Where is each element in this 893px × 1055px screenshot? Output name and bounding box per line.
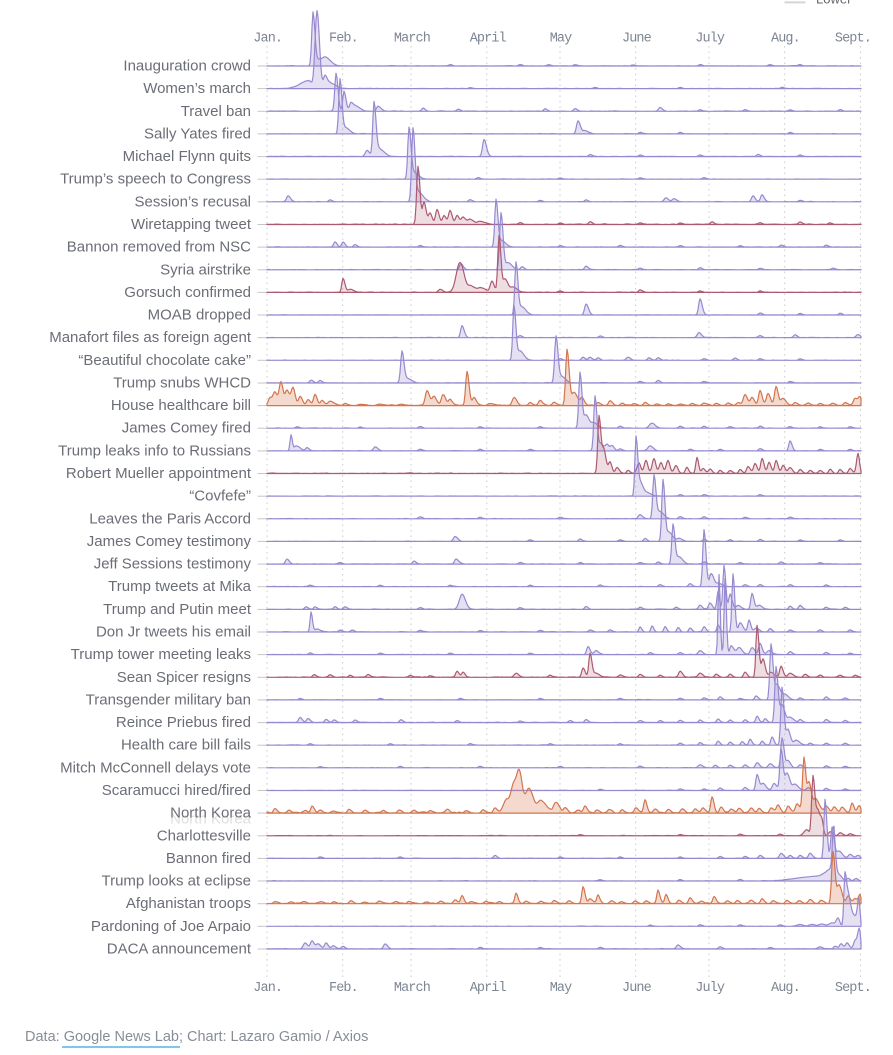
svg-text:Transgender military ban: Transgender military ban [86,691,251,708]
svg-text:Aug.: Aug. [771,32,800,47]
svg-text:March: March [394,981,430,996]
svg-text:Health care bill fails: Health care bill fails [121,737,251,754]
svg-text:North Korea: North Korea [170,805,252,822]
svg-text:Syria airstrike: Syria airstrike [160,261,251,278]
svg-text:Don Jr tweets his email: Don Jr tweets his email [96,624,251,641]
svg-text:Jan.: Jan. [253,981,282,996]
svg-text:Trump snubs WHCD: Trump snubs WHCD [113,375,251,392]
svg-text:June: June [622,32,652,47]
svg-text:Reince Priebus fired: Reince Priebus fired [116,714,251,731]
svg-text:July: July [695,981,725,996]
svg-text:Sept.: Sept. [835,981,871,996]
svg-text:Sally Yates fired: Sally Yates fired [144,125,251,142]
svg-text:Jeff Sessions testimony: Jeff Sessions testimony [94,556,252,573]
svg-text:May: May [550,981,572,996]
svg-text:March: March [394,32,430,47]
svg-text:Inauguration crowd: Inauguration crowd [123,58,251,75]
svg-text:Scaramucci hired/fired: Scaramucci hired/fired [102,782,251,799]
svg-text:Bannon removed from NSC: Bannon removed from NSC [67,239,251,256]
svg-text:“Beautiful chocolate cake”: “Beautiful chocolate cake” [78,352,251,369]
svg-text:Sept.: Sept. [835,32,871,47]
svg-text:Sean Spicer resigns: Sean Spicer resigns [117,669,251,686]
svg-text:Trump’s speech to Congress: Trump’s speech to Congress [60,171,251,188]
svg-text:Manafort files as foreign agen: Manafort files as foreign agent [49,329,252,346]
svg-text:James Comey fired: James Comey fired [122,420,251,437]
svg-text:Feb.: Feb. [329,981,358,996]
svg-text:Lower: Lower [816,0,852,7]
svg-text:June: June [622,981,652,996]
svg-text:Wiretapping tweet: Wiretapping tweet [131,216,252,233]
svg-text:Data: Google News Lab; Chart:: Data: Google News Lab; Chart: Lazaro Gam… [25,1029,368,1045]
svg-text:April: April [470,32,507,47]
svg-text:Trump tower meeting leaks: Trump tower meeting leaks [71,646,251,663]
svg-text:Mitch McConnell delays vote: Mitch McConnell delays vote [60,759,251,776]
svg-text:House healthcare bill: House healthcare bill [111,397,251,414]
svg-text:Women’s march: Women’s march [143,80,251,97]
svg-text:Trump and Putin meet: Trump and Putin meet [103,601,252,618]
svg-text:Jan.: Jan. [253,32,282,47]
svg-text:Gorsuch confirmed: Gorsuch confirmed [124,284,251,301]
svg-text:Aug.: Aug. [771,981,800,996]
svg-text:Afghanistan troops: Afghanistan troops [126,895,251,912]
svg-text:MOAB dropped: MOAB dropped [148,307,251,324]
svg-text:Michael Flynn quits: Michael Flynn quits [123,148,251,165]
svg-text:Robert Mueller appointment: Robert Mueller appointment [66,465,252,482]
svg-text:DACA announcement: DACA announcement [107,941,252,958]
svg-text:Travel ban: Travel ban [181,103,251,120]
svg-text:Trump leaks info to Russians: Trump leaks info to Russians [58,442,251,459]
svg-text:James Comey testimony: James Comey testimony [87,533,252,550]
svg-text:Feb.: Feb. [329,32,358,47]
svg-text:Charlottesville: Charlottesville [157,827,251,844]
svg-text:North Korea: North Korea [170,811,252,828]
svg-text:Session’s recusal: Session’s recusal [135,193,251,210]
svg-text:Pardoning of Joe Arpaio: Pardoning of Joe Arpaio [91,918,251,935]
svg-text:Leaves the Paris Accord: Leaves the Paris Accord [89,510,251,527]
svg-text:Trump looks at eclipse: Trump looks at eclipse [101,873,251,890]
svg-text:April: April [470,981,507,996]
svg-text:July: July [695,32,725,47]
svg-text:May: May [550,32,572,47]
svg-text:Bannon fired: Bannon fired [166,850,251,867]
svg-text:Trump tweets at Mika: Trump tweets at Mika [108,578,251,595]
svg-text:“Covfefe”: “Covfefe” [189,488,251,505]
